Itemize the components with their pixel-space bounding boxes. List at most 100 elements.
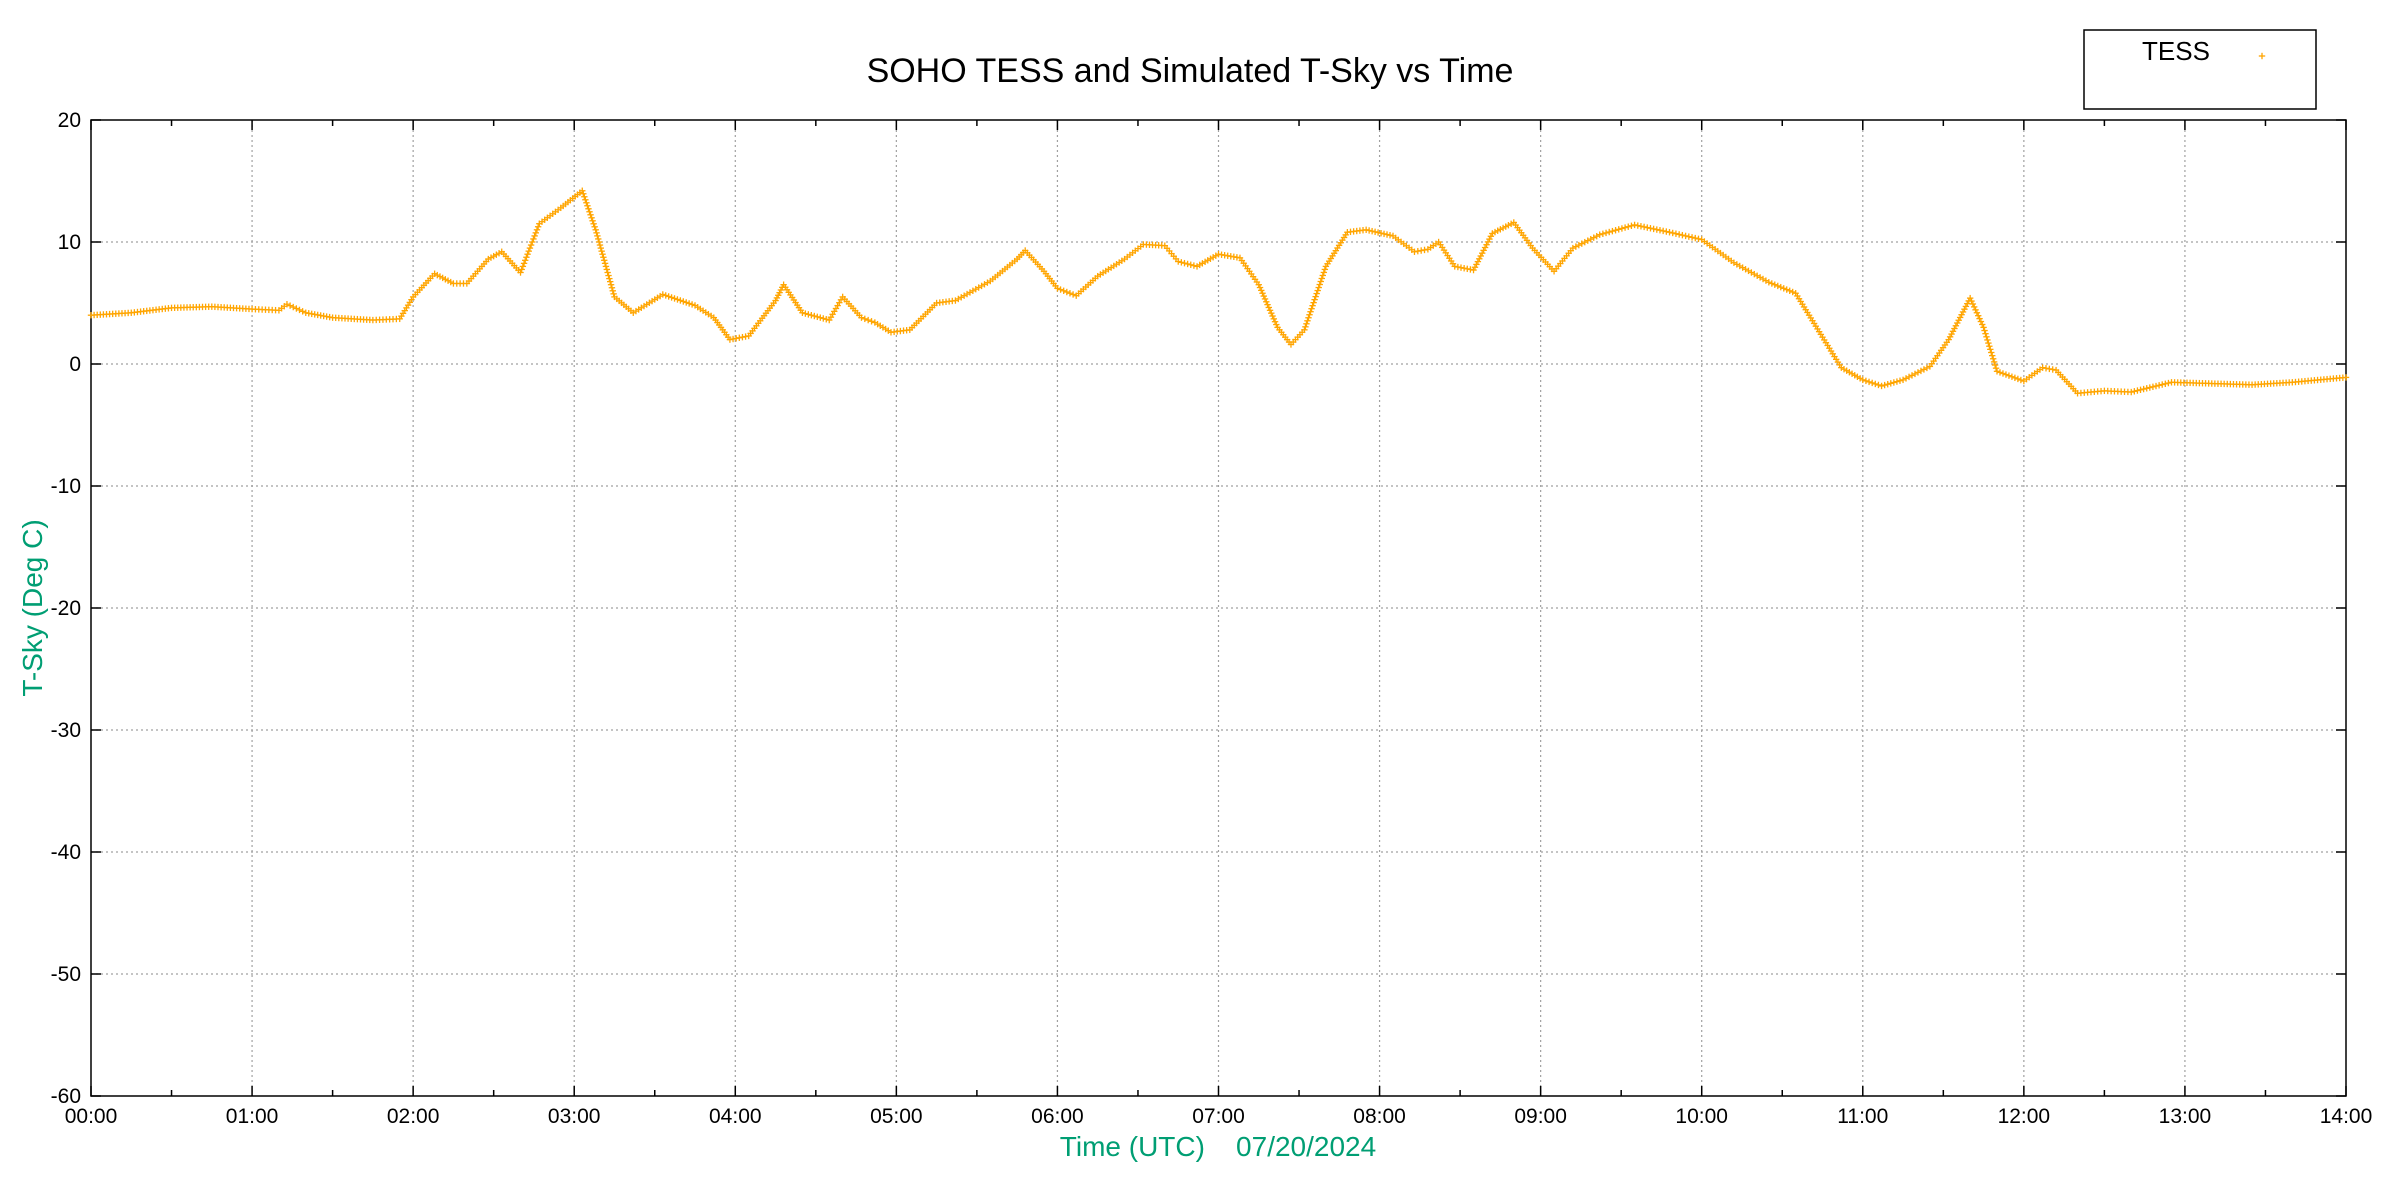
data-point-tess xyxy=(581,193,588,200)
data-point-tess xyxy=(1486,235,1493,243)
data-point-tess xyxy=(582,196,589,203)
data-point-tess xyxy=(665,293,672,300)
data-point-tess xyxy=(1692,234,1699,242)
data-point-tess xyxy=(1884,381,1891,388)
data-point-tess xyxy=(598,247,605,255)
data-point-tess xyxy=(2128,388,2135,396)
data-point-tess xyxy=(1255,281,1262,288)
chart-title: SOHO TESS and Simulated T-Sky vs Time xyxy=(867,52,1514,90)
data-point-tess xyxy=(858,314,865,321)
data-point-tess xyxy=(1887,380,1894,387)
data-point-tess xyxy=(799,309,806,316)
data-point-tess xyxy=(1273,321,1280,328)
data-point-tess xyxy=(2149,383,2157,391)
data-point-tess xyxy=(527,241,535,249)
data-point-tess xyxy=(1768,280,1776,287)
data-point-tess xyxy=(602,263,610,270)
data-point-tess xyxy=(1976,315,1983,322)
data-point-tess xyxy=(1996,369,2004,376)
data-point-tess xyxy=(529,238,536,246)
y-tick-label: 20 xyxy=(58,109,81,132)
x-tick-label: 13:00 xyxy=(2159,1105,2212,1128)
data-point-tess xyxy=(1271,318,1279,325)
data-point-tess xyxy=(1659,227,1667,235)
data-point-tess xyxy=(523,254,530,261)
data-point-tess xyxy=(1621,224,1629,231)
data-point-tess xyxy=(685,300,693,307)
data-point-tess xyxy=(823,316,830,323)
data-point-tess xyxy=(662,292,669,299)
data-point-tess xyxy=(580,190,587,197)
data-point-tess xyxy=(2005,372,2013,379)
data-point-tess xyxy=(1893,378,1901,385)
data-point-tess xyxy=(817,314,824,321)
data-point-tess xyxy=(1270,315,1278,323)
data-point-tess xyxy=(1653,226,1661,233)
data-point-tess xyxy=(1981,327,1988,334)
data-point-tess xyxy=(1868,379,1876,387)
data-point-tess xyxy=(1917,367,1925,375)
data-point-tess xyxy=(1774,282,1781,290)
data-point-tess xyxy=(579,187,586,194)
data-point-tess xyxy=(1305,314,1312,321)
data-point-tess xyxy=(590,220,597,227)
data-point-tess xyxy=(1991,361,1999,369)
data-point-tess xyxy=(1069,291,1077,298)
data-point-tess xyxy=(606,275,613,282)
y-tick-label: 10 xyxy=(58,231,81,254)
data-point-tess xyxy=(600,254,607,261)
data-point-tess xyxy=(1982,330,1989,337)
x-tick-label: 05:00 xyxy=(870,1105,923,1128)
data-point-tess xyxy=(1969,300,1977,308)
data-point-tess xyxy=(1896,377,1904,384)
data-point-tess xyxy=(1890,379,1898,386)
data-point-tess xyxy=(1675,231,1683,238)
data-point-tess xyxy=(1306,311,1313,318)
x-tick-label: 03:00 xyxy=(548,1105,601,1128)
data-point-tess xyxy=(2011,374,2019,382)
data-point-tess xyxy=(1066,290,1074,297)
data-point-tess xyxy=(1985,339,1992,347)
data-point-tess xyxy=(1911,370,1919,378)
data-point-tess xyxy=(1881,381,1888,389)
data-point-tess xyxy=(1990,358,1998,366)
data-point-tess xyxy=(597,244,605,252)
data-point-tess xyxy=(588,214,595,221)
data-point-tess xyxy=(868,318,875,325)
data-point-tess xyxy=(1572,243,1580,250)
data-point-tess xyxy=(1386,232,1394,239)
data-point-tess xyxy=(1310,299,1317,306)
x-tick-label: 14:00 xyxy=(2320,1105,2373,1128)
data-point-tess xyxy=(2014,375,2022,383)
data-point-tess xyxy=(1970,303,1978,311)
data-point-tess xyxy=(608,284,616,291)
data-point-tess xyxy=(1634,222,1641,229)
x-tick-label: 07:00 xyxy=(1192,1105,1245,1128)
data-point-tess xyxy=(1968,297,1975,305)
data-point-tess xyxy=(1178,259,1185,266)
data-point-tess xyxy=(1480,247,1487,254)
data-point-tess xyxy=(1609,227,1616,235)
legend-box xyxy=(2083,29,2317,110)
data-point-tess xyxy=(1362,226,1370,233)
data-point-tess xyxy=(1865,378,1873,386)
x-tick-label: 06:00 xyxy=(1031,1105,1084,1128)
data-point-tess xyxy=(1377,229,1385,237)
data-point-tess xyxy=(1972,306,1979,314)
x-tick-label: 12:00 xyxy=(1998,1105,2051,1128)
data-point-tess xyxy=(1656,227,1664,234)
data-point-tess xyxy=(811,312,818,320)
data-point-tess xyxy=(1695,235,1702,243)
data-point-tess xyxy=(595,235,602,243)
data-point-tess xyxy=(1575,241,1583,249)
data-point-tess xyxy=(522,257,529,264)
data-point-tess xyxy=(1993,368,2001,375)
data-point-tess xyxy=(1628,222,1635,230)
data-point-tess xyxy=(2134,387,2141,394)
data-point-tess xyxy=(680,298,687,305)
data-point-tess xyxy=(1914,369,1922,376)
data-point-tess xyxy=(519,263,527,270)
data-point-tess xyxy=(1688,234,1696,241)
data-point-tess xyxy=(1380,230,1388,238)
data-point-tess xyxy=(1317,278,1324,285)
